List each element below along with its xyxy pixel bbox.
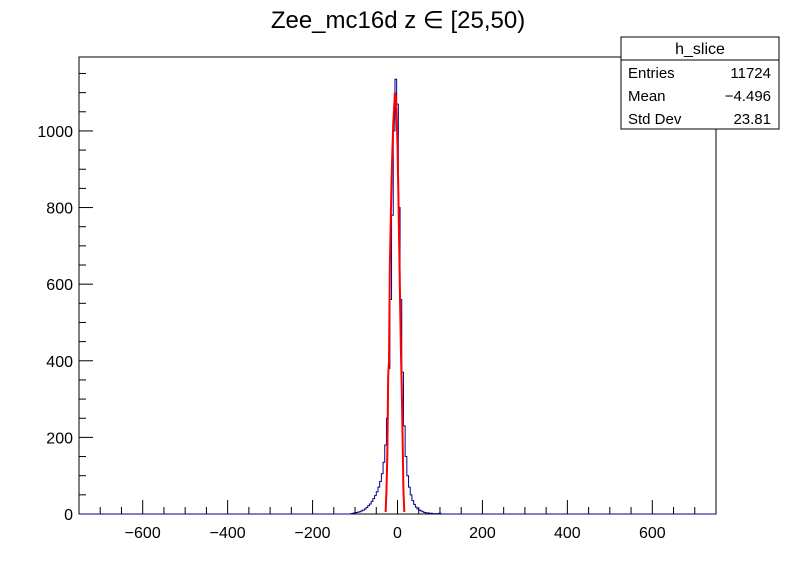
stats-entries-value: 11724 [730,65,771,82]
y-tick-label: 600 [46,277,73,294]
y-axis: 0 200 400 600 800 1000 [37,72,93,524]
stats-mean-value: −4.496 [725,88,771,105]
x-tick-label: 200 [469,525,496,542]
x-tick-label: 0 [393,525,402,542]
x-axis: −600 −400 −200 0 200 400 600 [99,500,696,542]
stats-stddev-value: 23.81 [733,111,771,128]
x-tick-label: −400 [210,525,246,542]
fit-curve [384,92,406,513]
x-tick-label: −200 [295,525,331,542]
x-tick-label: 400 [554,525,581,542]
y-tick-label: 0 [64,507,73,524]
chart-title: Zee_mc16d z ∈ [25,50) [271,7,525,34]
stats-title: h_slice [675,41,725,58]
y-tick-label: 400 [46,354,73,371]
x-tick-label: −600 [125,525,161,542]
x-tick-label: 600 [639,525,666,542]
y-tick-label: 200 [46,430,73,447]
stats-mean-label: Mean [628,88,666,105]
stats-entries-label: Entries [628,65,675,82]
y-tick-label: 1000 [37,124,73,141]
fit-line [384,92,406,513]
stats-box: h_slice Entries 11724 Mean −4.496 Std De… [620,36,780,130]
y-tick-label: 800 [46,201,73,218]
stats-box-frame [620,36,780,130]
stats-stddev-label: Std Dev [628,111,682,128]
